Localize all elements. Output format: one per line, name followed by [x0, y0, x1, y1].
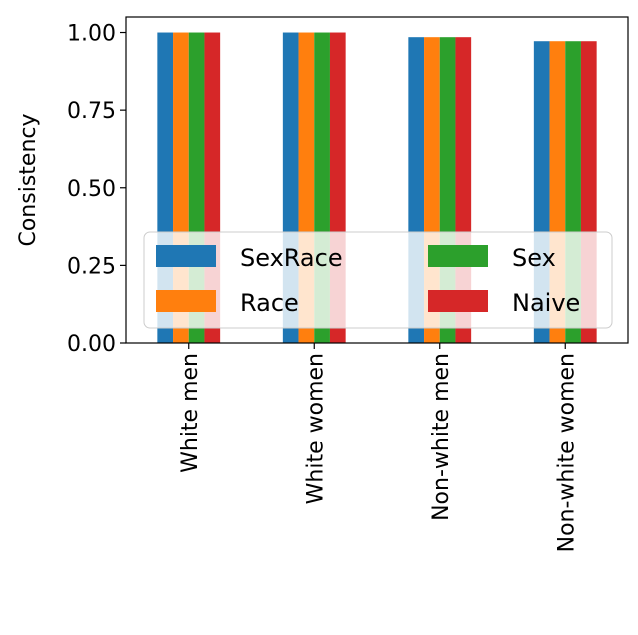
y-axis-label: Consistency [16, 113, 41, 246]
legend-swatch-race [156, 290, 216, 312]
x-axis: White men White women Non-white men Non-whi… [178, 343, 579, 552]
legend-label-naive: Naive [512, 289, 580, 317]
y-tick-label: 0.00 [67, 332, 116, 357]
legend-swatch-sexrace [156, 245, 216, 267]
legend-label-race: Race [240, 289, 299, 317]
x-tick-label: White women [303, 353, 328, 504]
legend-label-sex: Sex [512, 244, 556, 272]
x-tick-label: Non-white men [429, 353, 454, 521]
y-tick-label: 0.50 [67, 177, 116, 202]
x-tick-label: Non-white women [554, 353, 579, 552]
legend-swatch-sex [428, 245, 488, 267]
y-tick-label: 0.25 [67, 254, 116, 279]
legend-swatch-naive [428, 290, 488, 312]
legend-box [143, 231, 613, 329]
plot-frame [125, 16, 629, 344]
legend: SexRace Race Sex Naive [143, 231, 613, 329]
y-tick-label: 1.00 [67, 22, 116, 47]
y-tick-label: 0.75 [67, 99, 116, 124]
legend-label-sexrace: SexRace [240, 244, 343, 272]
x-tick-label: White men [178, 353, 203, 473]
y-axis: 0.00 0.25 0.50 0.75 1.00 [67, 22, 126, 357]
